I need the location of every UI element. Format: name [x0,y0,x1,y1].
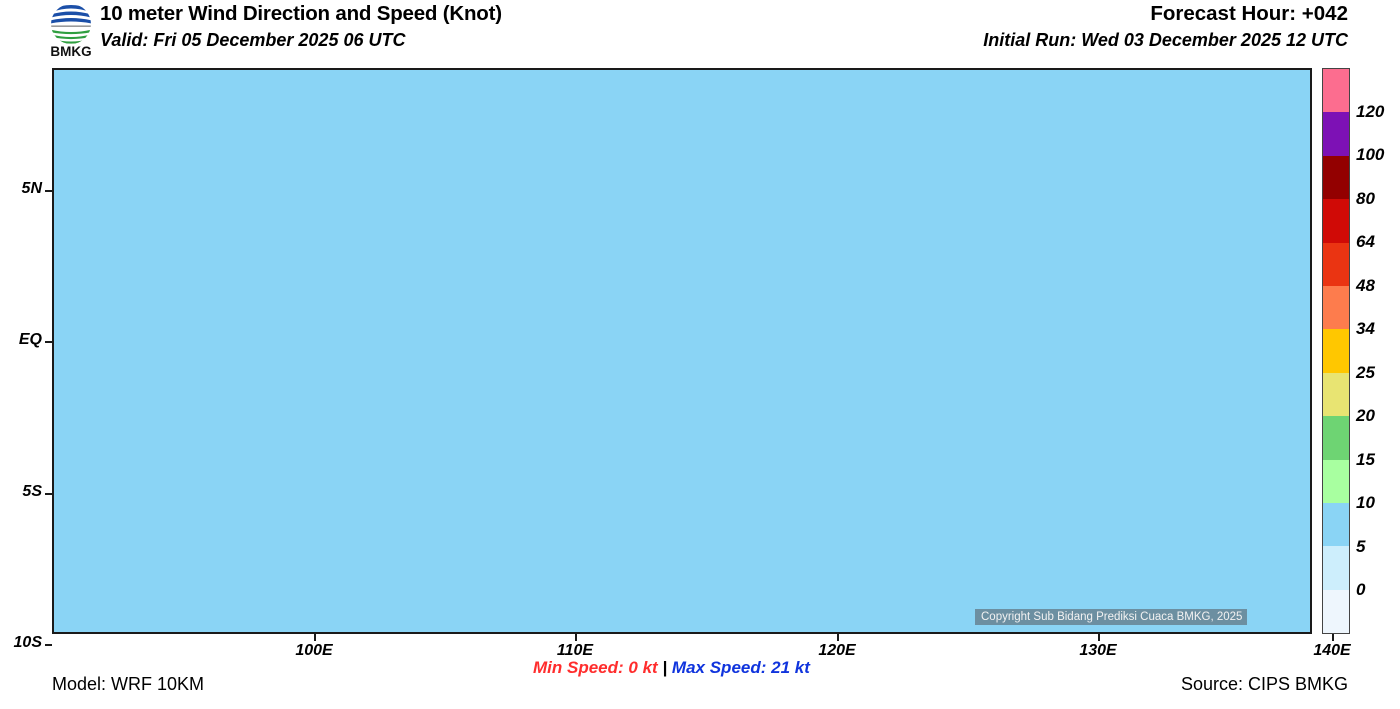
colorbar-cell-2 [1323,155,1349,200]
colorbar-label-100: 100 [1356,145,1385,165]
map-canvas [54,70,1310,632]
ytick-label-10S: 10S [13,634,42,651]
colorbar-label-48: 48 [1356,275,1375,295]
page-title: 10 meter Wind Direction and Speed (Knot) [100,2,502,25]
valid-time-label: Valid: Fri 05 December 2025 06 UTC [100,30,406,50]
forecast-hour-label: Forecast Hour: +042 [1150,2,1348,25]
colorbar-cell-10 [1323,502,1349,547]
ytick-label-5S: 5S [22,483,42,500]
colorbar-cell-3 [1323,199,1349,243]
colorbar[interactable] [1322,68,1350,634]
colorbar-label-120: 120 [1356,101,1385,121]
bmkg-logo-text: BMKG [50,44,91,58]
ytick-label-5N: 5N [21,180,42,197]
weather-map[interactable] [52,68,1312,634]
xtick-mark [837,634,839,641]
xtick-mark [575,634,577,641]
colorbar-cell-4 [1323,242,1349,286]
ytick-mark [45,341,52,343]
xtick-mark [1332,634,1334,641]
initial-run-label: Initial Run: Wed 03 December 2025 12 UTC [983,30,1348,50]
colorbar-label-0: 0 [1356,580,1366,600]
colorbar-label-20: 20 [1356,406,1375,426]
min-max-speed-readout: Min Speed: 0 kt | Max Speed: 21 kt [533,658,810,678]
copyright-watermark: Copyright Sub Bidang Prediksi Cuaca BMKG… [975,609,1248,625]
colorbar-label-5: 5 [1356,536,1366,556]
colorbar-label-80: 80 [1356,188,1375,208]
minmax-separator: | [662,658,668,677]
colorbar-cell-7 [1323,372,1349,417]
shading-base [54,70,1310,632]
bmkg-logo: BMKG [40,3,102,59]
colorbar-cell-6 [1323,329,1349,373]
colorbar-label-64: 64 [1356,232,1375,252]
min-speed-label: Min Speed: 0 kt [533,658,658,677]
colorbar-label-34: 34 [1356,319,1375,339]
xtick-mark [1098,634,1100,641]
xtick-label-100E: 100E [295,642,333,659]
xtick-label-130E: 130E [1079,642,1117,659]
colorbar-cell-12 [1323,589,1349,634]
ytick-mark [45,644,52,646]
colorbar-cell-1 [1323,112,1349,156]
model-label: Model: WRF 10KM [52,674,205,694]
xtick-label-110E: 110E [556,642,594,659]
colorbar-cell-8 [1323,416,1349,460]
colorbar-label-15: 15 [1356,449,1375,469]
colorbar-label-10: 10 [1356,493,1375,513]
colorbar-cell-0 [1323,69,1349,113]
ytick-mark [45,493,52,495]
xtick-label-120E: 120E [818,642,856,659]
colorbar-cell-11 [1323,546,1349,590]
source-label: Source: CIPS BMKG [1180,674,1348,694]
xtick-label-140E: 140E [1313,642,1351,659]
header-bar: BMKG 10 meter Wind Direction and Speed (… [0,0,1400,60]
ytick-mark [45,190,52,192]
colorbar-cell-5 [1323,285,1349,330]
colorbar-label-25: 25 [1356,362,1375,382]
max-speed-label: Max Speed: 21 kt [671,658,810,677]
xtick-mark [314,634,316,641]
ytick-label-EQ: EQ [18,331,42,348]
colorbar-cell-9 [1323,459,1349,503]
